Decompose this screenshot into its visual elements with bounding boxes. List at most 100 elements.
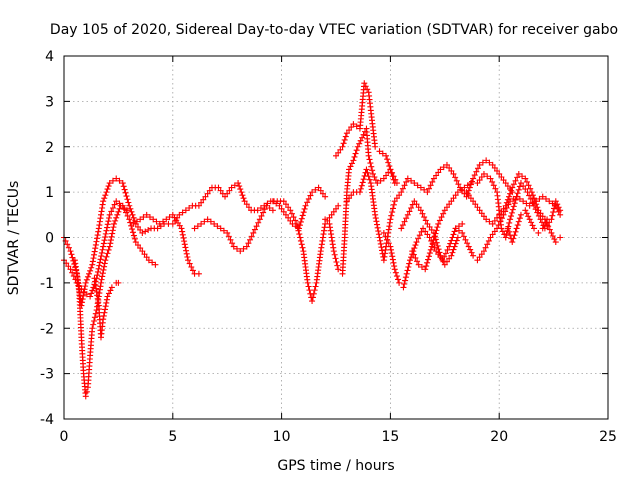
data-point [426, 185, 433, 192]
data-point [527, 185, 534, 192]
data-point [222, 193, 229, 200]
data-point [414, 182, 421, 189]
data-point [411, 245, 418, 252]
data-point [115, 279, 122, 286]
data-point [98, 276, 105, 283]
data-point [250, 229, 257, 236]
data-point [422, 217, 429, 224]
data-point [502, 202, 509, 209]
data-point [322, 193, 329, 200]
data-point [424, 189, 431, 196]
data-point [287, 217, 294, 224]
data-point [134, 242, 141, 249]
data-point [206, 187, 213, 194]
data-point [390, 205, 397, 212]
data-point [132, 239, 139, 246]
data-point [142, 228, 149, 235]
data-point [129, 226, 136, 233]
data-point [380, 175, 387, 182]
data-point [339, 143, 346, 150]
data-point [525, 182, 532, 189]
data-point [330, 248, 337, 255]
data-point [491, 228, 498, 235]
data-point [224, 190, 231, 197]
data-point [330, 208, 337, 215]
data-point [89, 261, 96, 268]
data-point [529, 222, 536, 229]
data-point [109, 177, 116, 184]
data-point [509, 184, 516, 191]
data-point [150, 216, 157, 223]
data-point [473, 168, 480, 175]
data-point [431, 233, 438, 240]
data-point [121, 186, 128, 193]
data-point [470, 252, 477, 259]
data-point [528, 219, 535, 226]
data-point [130, 232, 137, 239]
data-point [357, 185, 364, 192]
data-point [101, 260, 108, 267]
data-point [437, 252, 444, 259]
data-point [422, 266, 429, 273]
data-point [348, 192, 355, 199]
data-point [176, 211, 183, 218]
data-point [465, 243, 472, 250]
data-point [500, 205, 507, 212]
data-point [450, 231, 457, 238]
data-point [409, 248, 416, 255]
data-point [347, 163, 354, 170]
data-point [100, 243, 107, 250]
data-point [109, 230, 116, 237]
data-point [189, 267, 196, 274]
data-point [413, 201, 420, 208]
data-point [102, 234, 109, 241]
data-point [377, 237, 384, 244]
data-point [508, 213, 515, 220]
data-point [494, 167, 501, 174]
data-point [446, 164, 453, 171]
data-point [333, 152, 339, 159]
axis-ticks [63, 55, 609, 420]
data-point [83, 291, 90, 298]
data-point [523, 210, 530, 217]
data-point [476, 254, 483, 261]
data-point [448, 237, 455, 244]
data-point [297, 218, 304, 225]
data-point [441, 261, 448, 268]
data-point [489, 178, 496, 185]
data-point [181, 238, 188, 245]
data-point [64, 241, 71, 248]
data-point [452, 225, 459, 232]
series-trace-2 [71, 202, 131, 400]
data-point [390, 259, 397, 266]
data-point [241, 198, 248, 205]
data-point [289, 220, 296, 227]
data-point [108, 284, 115, 291]
data-point [91, 314, 98, 321]
data-point [508, 187, 515, 194]
data-point [287, 207, 294, 214]
data-point [243, 201, 250, 208]
data-point [509, 206, 516, 213]
y-tick-label: 2 [45, 140, 54, 156]
data-point [112, 217, 119, 224]
data-point [126, 202, 133, 209]
data-point [247, 236, 254, 243]
data-point [438, 214, 445, 221]
data-point [226, 187, 233, 194]
data-point [98, 253, 105, 260]
data-point [153, 218, 160, 225]
data-point [91, 251, 98, 258]
data-point [134, 223, 141, 230]
data-point [411, 198, 418, 205]
data-point [88, 264, 95, 271]
data-point [364, 169, 371, 176]
data-point [128, 208, 135, 215]
data-point [114, 211, 121, 218]
data-point [296, 231, 303, 238]
data-point [169, 220, 176, 227]
data-point [366, 156, 373, 163]
data-point [424, 220, 431, 227]
data-point [460, 233, 467, 240]
